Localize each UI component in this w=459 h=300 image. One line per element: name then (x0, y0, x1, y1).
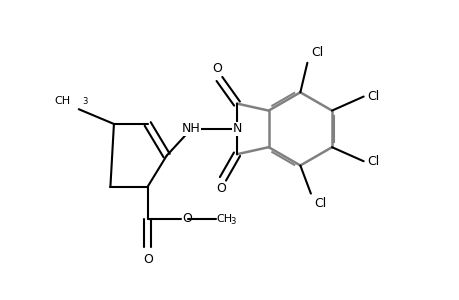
Text: O: O (212, 62, 222, 75)
Text: Cl: Cl (314, 197, 326, 210)
Text: Cl: Cl (366, 155, 379, 168)
Text: O: O (215, 182, 225, 195)
Text: 3: 3 (230, 217, 235, 226)
Text: CH: CH (215, 214, 231, 224)
Text: O: O (142, 253, 152, 266)
Text: Cl: Cl (310, 46, 322, 59)
Text: NH: NH (182, 122, 200, 135)
Text: 3: 3 (82, 97, 88, 106)
Text: N: N (232, 122, 241, 135)
Text: O: O (182, 212, 191, 225)
Text: Cl: Cl (366, 90, 379, 103)
Text: CH: CH (54, 96, 70, 106)
